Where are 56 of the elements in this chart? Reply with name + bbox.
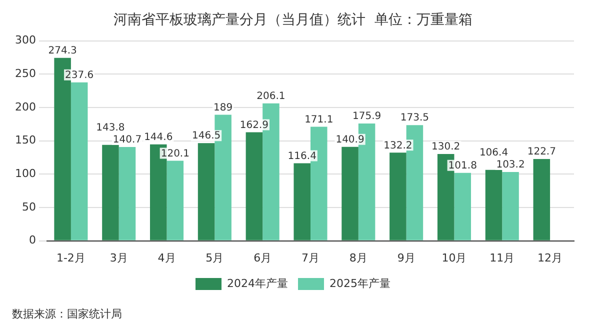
data-label: 146.5	[192, 130, 221, 142]
data-label: 140.9	[336, 134, 364, 146]
x-tick-label: 9月	[397, 251, 416, 264]
data-label: 162.9	[240, 120, 269, 131]
data-label: 116.4	[288, 150, 316, 162]
bar	[102, 144, 119, 240]
data-label: 175.9	[352, 111, 382, 122]
bar	[70, 82, 88, 240]
bar	[198, 143, 215, 240]
x-tick-label: 1-2月	[56, 251, 86, 264]
y-tick-label: 50	[22, 200, 36, 214]
x-tick-label: 7月	[302, 251, 320, 264]
bar	[454, 172, 471, 240]
bar	[342, 146, 358, 240]
y-tick-label: 300	[14, 34, 36, 47]
data-label: 120.1	[160, 148, 190, 160]
bar	[390, 152, 406, 240]
data-label: 122.7	[527, 146, 556, 158]
x-tick-label: 5月	[206, 251, 224, 264]
data-label: 206.1	[256, 90, 286, 102]
data-label: 140.7	[112, 134, 142, 146]
x-tick-label: 10月	[442, 251, 467, 264]
y-tick-label: 200	[14, 100, 36, 114]
data-label: 144.6	[144, 132, 173, 143]
data-label: 143.8	[96, 122, 125, 134]
bar	[246, 132, 263, 240]
data-label: 171.1	[304, 114, 334, 126]
data-label: 274.3	[48, 46, 77, 57]
data-label: 173.5	[400, 112, 430, 124]
bar	[502, 172, 519, 240]
source-note: 数据来源：国家统计局	[12, 307, 122, 320]
bar	[166, 160, 184, 240]
y-tick-label: 250	[14, 66, 36, 80]
chart-title: 河南省平板玻璃产量分月（当月值）统计 单位：万重量箱	[114, 12, 472, 28]
x-tick-label: 12月	[538, 251, 563, 264]
bar	[485, 170, 502, 240]
bar	[294, 163, 310, 240]
data-label: 132.2	[384, 140, 412, 152]
legend-label: 2025年产量	[330, 276, 390, 290]
data-label: 103.2	[496, 160, 525, 171]
data-label: 189	[214, 102, 233, 114]
x-tick-label: 8月	[349, 251, 368, 264]
x-tick-label: 11月	[490, 251, 515, 264]
x-tick-label: 4月	[158, 251, 176, 264]
bar	[533, 159, 550, 240]
legend-label: 2024年产量	[227, 276, 288, 290]
data-label: 237.6	[65, 70, 94, 81]
x-tick-label: 6月	[254, 251, 272, 264]
x-tick-label: 3月	[110, 251, 128, 264]
data-label: 101.8	[448, 160, 477, 172]
y-tick-label: 150	[14, 134, 36, 147]
data-label: 130.2	[432, 142, 460, 153]
data-label: 106.4	[479, 148, 508, 159]
y-tick-label: 100	[14, 166, 36, 180]
y-tick-label: 0	[28, 234, 36, 247]
bar	[118, 147, 136, 240]
